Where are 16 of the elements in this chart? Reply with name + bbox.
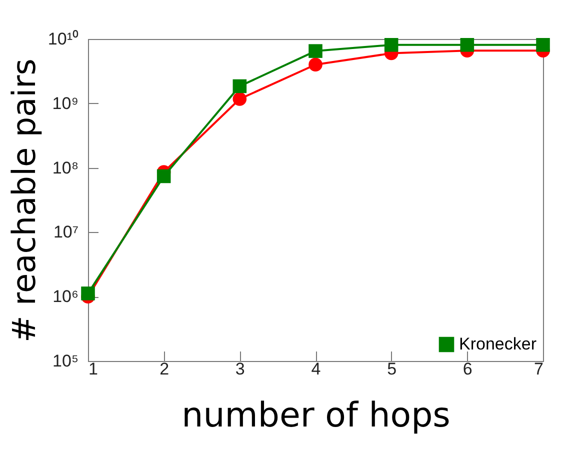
- x-tick-label: 7: [534, 360, 544, 378]
- y-tick-label: 10¹⁰: [48, 30, 78, 48]
- y-tick-label: 10⁸: [52, 158, 78, 178]
- y-tick-label: 10⁶: [52, 287, 78, 306]
- x-tick-label: 2: [160, 360, 170, 378]
- x-tick-label: 5: [387, 360, 397, 378]
- y-tick-label: 10⁵: [52, 352, 78, 370]
- y-tick-label: 10⁹: [52, 94, 78, 113]
- y-tick-label: 10⁷: [53, 222, 78, 242]
- y-axis-title: # reachable pairs: [4, 58, 43, 342]
- x-axis-title: number of hops: [182, 396, 450, 436]
- legend-label: Kronecker: [459, 334, 537, 354]
- x-tick-label: 6: [462, 360, 472, 378]
- x-tick-label: 3: [235, 360, 245, 378]
- x-tick-label: 4: [311, 360, 321, 378]
- x-tick-label: 1: [88, 360, 98, 378]
